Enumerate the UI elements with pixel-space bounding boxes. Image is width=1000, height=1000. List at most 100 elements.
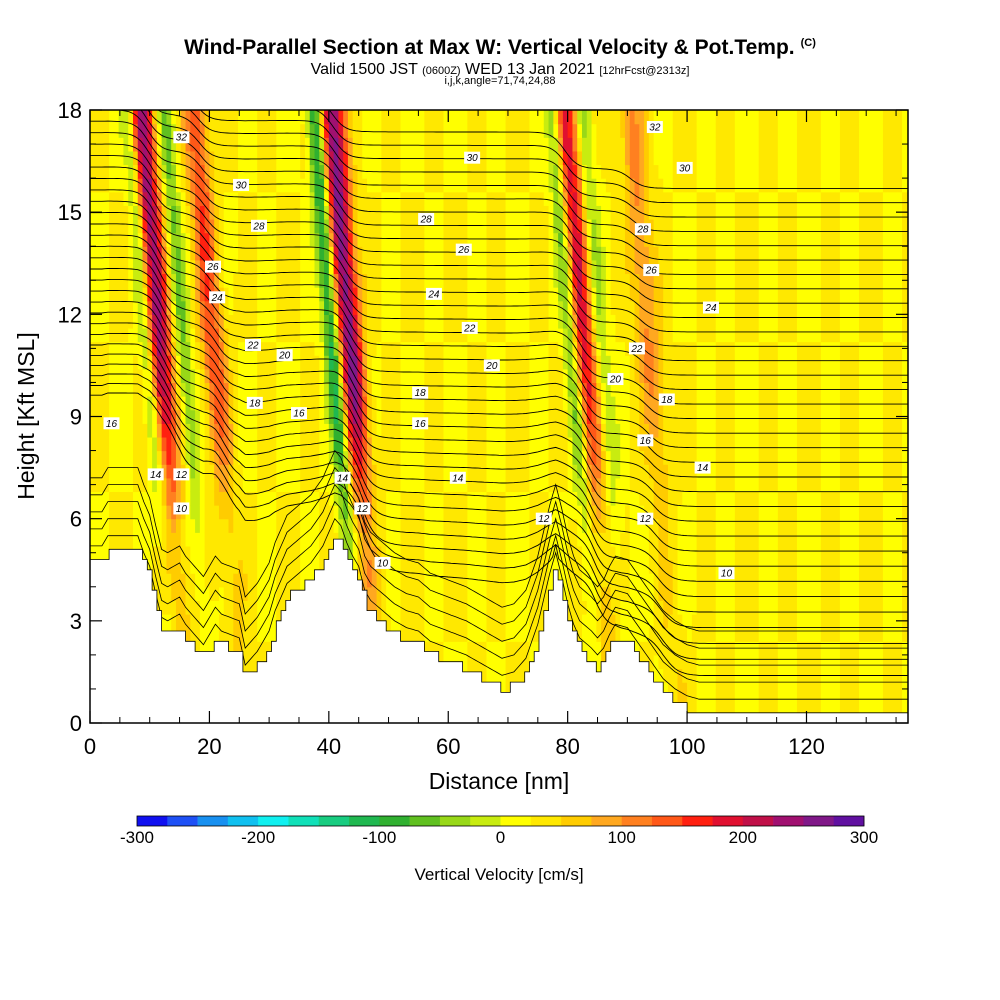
velocity-cell xyxy=(381,314,387,329)
velocity-cell xyxy=(304,191,311,206)
velocity-cell xyxy=(295,382,301,397)
velocity-cell xyxy=(257,641,263,656)
velocity-cell xyxy=(524,477,531,493)
velocity-cell xyxy=(309,409,316,424)
velocity-cell xyxy=(324,382,330,397)
velocity-cell xyxy=(424,110,430,125)
velocity-cell xyxy=(185,150,191,166)
velocity-cell xyxy=(328,164,335,179)
velocity-cell xyxy=(238,110,244,125)
velocity-cell xyxy=(281,232,287,247)
velocity-cell xyxy=(314,341,320,356)
velocity-cell xyxy=(347,396,354,411)
velocity-cell xyxy=(467,273,473,288)
velocity-cell xyxy=(610,314,617,329)
velocity-cell xyxy=(175,436,182,452)
velocity-cell xyxy=(304,273,311,288)
velocity-cell xyxy=(577,232,583,247)
velocity-cell xyxy=(99,123,105,138)
velocity-cell xyxy=(199,464,206,479)
velocity-cell xyxy=(156,409,163,424)
velocity-cell xyxy=(271,423,277,438)
velocity-cell xyxy=(395,205,402,220)
velocity-cell xyxy=(390,505,397,520)
velocity-cell xyxy=(567,205,574,220)
velocity-cell xyxy=(476,518,483,533)
valid-prefix: Valid 1500 JST xyxy=(310,61,418,78)
velocity-cell xyxy=(496,436,502,452)
velocity-cell xyxy=(500,123,507,138)
velocity-cell xyxy=(376,396,382,411)
velocity-cell xyxy=(99,259,105,275)
velocity-cell xyxy=(338,205,344,220)
velocity-cell xyxy=(529,450,535,465)
velocity-cell xyxy=(581,191,588,206)
velocity-cell xyxy=(596,123,602,138)
velocity-cell xyxy=(304,368,311,384)
velocity-cell xyxy=(199,518,206,533)
velocity-cell xyxy=(209,505,215,520)
velocity-cell xyxy=(171,327,177,343)
velocity-cell xyxy=(457,627,464,642)
velocity-cell xyxy=(481,232,488,247)
velocity-cell xyxy=(137,450,144,465)
velocity-cell xyxy=(429,518,435,533)
velocity-cell xyxy=(390,586,397,601)
velocity-cell xyxy=(190,409,196,424)
velocity-cell xyxy=(147,368,153,384)
velocity-cell xyxy=(519,273,526,288)
velocity-cell xyxy=(539,300,545,315)
velocity-cell xyxy=(304,423,311,438)
velocity-cell xyxy=(414,627,421,642)
velocity-cell xyxy=(233,450,239,465)
velocity-cell xyxy=(362,232,368,247)
velocity-cell xyxy=(443,355,449,370)
velocity-cell xyxy=(515,668,521,683)
velocity-cell xyxy=(128,246,134,261)
velocity-cell xyxy=(152,396,158,411)
velocity-cell xyxy=(577,436,583,452)
velocity-cell xyxy=(190,477,196,493)
velocity-cell xyxy=(481,314,488,329)
velocity-cell xyxy=(276,600,282,615)
velocity-cell xyxy=(529,396,535,411)
velocity-cell xyxy=(486,573,492,588)
velocity-cell xyxy=(395,409,402,424)
velocity-cell xyxy=(410,232,416,247)
velocity-cell xyxy=(343,123,349,138)
velocity-cell xyxy=(481,491,488,506)
velocity-cell xyxy=(290,518,296,533)
velocity-cell xyxy=(481,341,488,356)
velocity-cell xyxy=(281,518,287,533)
velocity-cell xyxy=(166,518,172,533)
velocity-cell xyxy=(209,600,215,615)
velocity-cell xyxy=(486,423,492,438)
velocity-cell xyxy=(515,110,521,125)
velocity-cell xyxy=(180,600,187,615)
velocity-cell xyxy=(319,327,325,343)
velocity-cell xyxy=(562,123,569,138)
velocity-cell xyxy=(548,300,554,315)
velocity-cell xyxy=(515,532,521,547)
velocity-cell xyxy=(395,314,402,329)
velocity-cell xyxy=(558,232,564,247)
velocity-cell xyxy=(534,545,540,561)
velocity-cell xyxy=(572,259,578,275)
velocity-cell xyxy=(118,341,125,356)
velocity-cell xyxy=(567,300,574,315)
velocity-cell xyxy=(281,110,287,125)
velocity-cell xyxy=(195,382,201,397)
velocity-cell xyxy=(548,409,554,424)
velocity-cell xyxy=(586,191,593,206)
velocity-cell xyxy=(113,110,120,125)
velocity-cell xyxy=(395,436,402,452)
velocity-cell xyxy=(496,423,502,438)
velocity-cell xyxy=(443,273,449,288)
velocity-cell xyxy=(371,396,378,411)
velocity-cell xyxy=(190,137,196,152)
velocity-cell xyxy=(204,545,211,561)
velocity-cell xyxy=(247,355,254,370)
velocity-cell xyxy=(314,327,320,343)
velocity-cell xyxy=(519,259,526,275)
velocity-cell xyxy=(285,396,292,411)
